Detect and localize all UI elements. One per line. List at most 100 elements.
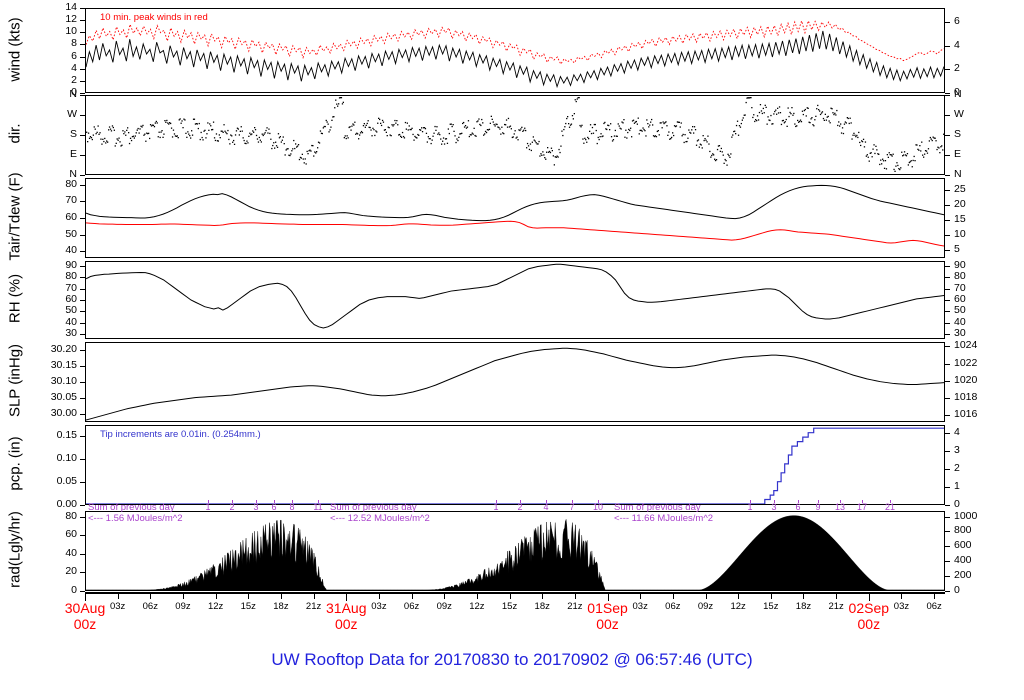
ytick-label-right-pcp-3: 3 bbox=[954, 444, 960, 457]
pcp-minor-label-0-1: 2 bbox=[229, 502, 235, 512]
ytick-label-temp-2: 60 bbox=[65, 211, 77, 223]
ytick-label-dir-1: E bbox=[69, 148, 77, 160]
ytick-label-right-rad-1: 200 bbox=[954, 569, 972, 582]
ytick-label-right-dir-4: N bbox=[954, 88, 962, 100]
xtick-label-66: 18z bbox=[795, 601, 812, 612]
xtick-label-69: 21z bbox=[828, 601, 844, 612]
ytick-label-pcp-0: 0.00 bbox=[56, 498, 77, 510]
pcp-minor-mark-0-0 bbox=[208, 500, 209, 503]
ytick-label-right-rad-0: 0 bbox=[954, 584, 960, 596]
pcp-minor-mark-2-1 bbox=[774, 500, 775, 503]
rad-sum-value-1: <--- 12.52 MJoules/m^2 bbox=[330, 513, 430, 524]
ytick-mark-right-rad-0 bbox=[945, 591, 950, 592]
ytick-label-right-pcp-4: 4 bbox=[954, 426, 960, 439]
ytick-label-right-rh-1: 40 bbox=[954, 315, 966, 328]
xtick-label-75: 03z bbox=[893, 601, 910, 612]
ytick-label-right-wind-0: 0 bbox=[954, 86, 960, 98]
panel-rad bbox=[85, 511, 945, 591]
ytick-mark-wind-0 bbox=[80, 93, 85, 94]
ytick-mark-slp-2 bbox=[80, 382, 85, 383]
ytick-mark-right-rh-0 bbox=[945, 334, 950, 335]
ytick-mark-right-temp-4 bbox=[945, 190, 950, 191]
xtick-major-label-1: 31Aug 00z bbox=[312, 600, 380, 632]
ytick-label-right-rad-3: 600 bbox=[954, 539, 972, 552]
ytick-mark-right-wind-1 bbox=[945, 69, 950, 70]
ytick-label-slp-2: 30.10 bbox=[50, 375, 77, 387]
pcp-minor-mark-0-4 bbox=[292, 500, 293, 503]
xtick-major-3 bbox=[869, 594, 870, 601]
pcp-minor-label-0-3: 6 bbox=[271, 502, 277, 512]
ytick-mark-rad-2 bbox=[80, 554, 85, 555]
xtick-major-label-0: 30Aug 00z bbox=[51, 600, 119, 632]
xtick-major-date-2: 01Sep bbox=[587, 600, 628, 616]
ytick-mark-right-pcp-3 bbox=[945, 451, 950, 452]
pcp-minor-mark-1-2 bbox=[546, 500, 547, 503]
ytick-label-temp-1: 50 bbox=[65, 227, 77, 240]
ytick-label-rad-4: 80 bbox=[65, 509, 77, 522]
annotation-pcp: Tip increments are 0.01in. (0.254mm.) bbox=[100, 429, 261, 440]
ytick-mark-right-rh-3 bbox=[945, 300, 950, 301]
pcp-minor-label-1-1: 2 bbox=[517, 502, 523, 512]
ytick-label-right-wind-1: 2 bbox=[954, 62, 960, 75]
xtick-minor-60 bbox=[738, 594, 739, 599]
ytick-mark-right-dir-4 bbox=[945, 95, 950, 96]
pcp-minor-label-2-2: 6 bbox=[795, 502, 801, 512]
ytick-label-right-pcp-2: 2 bbox=[954, 462, 960, 475]
xtick-minor-3 bbox=[118, 594, 119, 599]
ytick-label-right-rad-2: 400 bbox=[954, 554, 972, 567]
xtick-minor-30 bbox=[412, 594, 413, 599]
ytick-mark-right-rad-3 bbox=[945, 546, 950, 547]
pcp-minor-mark-2-2 bbox=[798, 500, 799, 503]
ytick-label-temp-3: 70 bbox=[65, 194, 77, 207]
ytick-label-pcp-1: 0.05 bbox=[56, 475, 77, 488]
ytick-mark-rad-1 bbox=[80, 572, 85, 573]
pcp-minor-label-2-0: 1 bbox=[747, 502, 753, 512]
xtick-minor-15 bbox=[248, 594, 249, 599]
pcp-minor-label-1-4: 10 bbox=[592, 502, 603, 512]
ytick-label-rad-3: 60 bbox=[65, 528, 77, 541]
xtick-label-6: 06z bbox=[142, 601, 158, 612]
xtick-major-time-0: 00z bbox=[73, 616, 97, 632]
panel-rh bbox=[85, 261, 945, 339]
ytick-mark-right-pcp-1 bbox=[945, 487, 950, 488]
xtick-minor-66 bbox=[803, 594, 804, 599]
pcp-minor-label-1-0: 1 bbox=[493, 502, 499, 512]
ytick-label-right-temp-3: 20 bbox=[954, 197, 966, 210]
pcp-minor-label-2-1: 3 bbox=[771, 502, 777, 512]
xtick-minor-27 bbox=[379, 594, 380, 599]
ytick-label-right-dir-1: E bbox=[954, 148, 962, 160]
pcp-minor-mark-1-1 bbox=[520, 500, 521, 503]
ytick-mark-right-rad-4 bbox=[945, 531, 950, 532]
ytick-mark-wind-6 bbox=[80, 20, 85, 21]
xtick-label-57: 09z bbox=[697, 601, 714, 612]
ytick-label-right-slp-3: 1022 bbox=[954, 356, 978, 369]
ytick-mark-right-slp-4 bbox=[945, 346, 950, 347]
ytick-mark-slp-0 bbox=[80, 414, 85, 415]
ytick-label-rad-0: 0 bbox=[71, 584, 77, 596]
rad-sum-value-0: <--- 1.56 MJoules/m^2 bbox=[88, 513, 183, 524]
ytick-label-wind-3: 6 bbox=[71, 49, 77, 62]
xtick-major-time-3: 00z bbox=[857, 616, 881, 632]
xtick-minor-36 bbox=[477, 594, 478, 599]
ytick-label-rh-2: 50 bbox=[65, 304, 77, 317]
ytick-mark-slp-4 bbox=[80, 350, 85, 351]
ytick-mark-wind-3 bbox=[80, 57, 85, 58]
pcp-minor-mark-0-2 bbox=[256, 500, 257, 503]
ytick-mark-right-temp-1 bbox=[945, 235, 950, 236]
ytick-mark-right-dir-1 bbox=[945, 155, 950, 156]
rad-sum-label-0: Sum of previous day bbox=[88, 502, 175, 513]
figure-title: UW Rooftop Data for 20170830 to 20170902… bbox=[271, 650, 753, 669]
xtick-label-9: 09z bbox=[175, 601, 191, 612]
pcp-minor-mark-0-5 bbox=[318, 500, 319, 503]
ytick-mark-rad-3 bbox=[80, 535, 85, 536]
pcp-minor-label-1-3: 7 bbox=[569, 502, 575, 512]
xtick-label-39: 15z bbox=[501, 601, 518, 612]
ytick-mark-rh-3 bbox=[80, 300, 85, 301]
ytick-mark-right-pcp-4 bbox=[945, 433, 950, 434]
ytick-label-rh-4: 70 bbox=[65, 281, 77, 294]
pcp-minor-label-0-4: 8 bbox=[289, 502, 295, 512]
ytick-label-wind-6: 12 bbox=[65, 13, 77, 26]
ytick-label-right-rh-3: 60 bbox=[954, 293, 966, 305]
pcp-minor-label-0-5: 11 bbox=[313, 502, 323, 512]
